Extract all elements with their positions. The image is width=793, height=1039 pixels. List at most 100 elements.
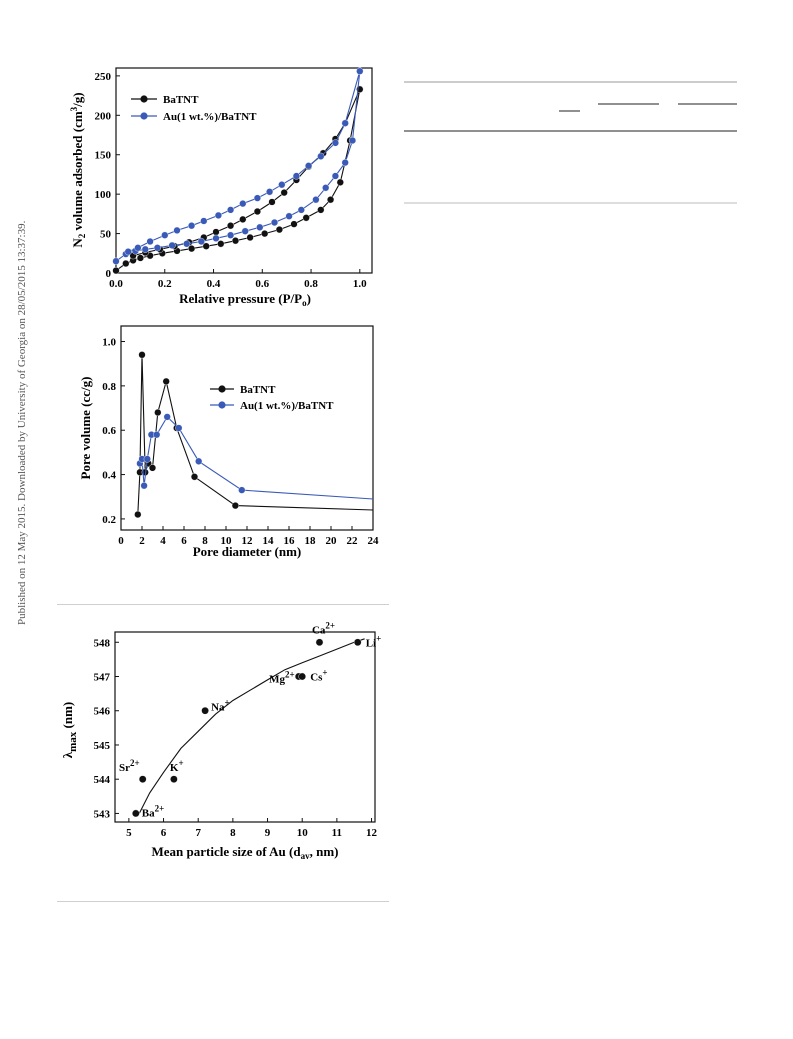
isotherm-series-2-adsorption-point <box>112 257 120 265</box>
isotherm-series-1-desorption-point <box>170 242 179 250</box>
isotherm-series-2-adsorption-point <box>212 234 220 242</box>
pore-series-1-point <box>144 459 152 468</box>
isotherm-series-1-adsorption-point <box>317 206 325 214</box>
isotherm-series-2-adsorption-point <box>241 227 249 235</box>
pore-series-1-point <box>173 424 181 432</box>
isotherm-x-tick-label: 0.6 <box>255 278 269 290</box>
isotherm-series-2-desorption-point <box>161 231 169 239</box>
isotherm-series-1-desorption-point <box>212 228 220 236</box>
lambda-x-axis-label: Mean particle size of Au (dav, nm) <box>151 844 338 861</box>
pore-series-2-point <box>143 455 151 463</box>
pore-series-2-point <box>175 424 183 432</box>
lambda-y-axis-label: λmax (nm) <box>60 702 79 759</box>
pore-x-tick-label: 6 <box>181 535 187 547</box>
isotherm-x-axis-label: Relative pressure (P/Po) <box>179 291 311 308</box>
isotherm-series-2-adsorption-point <box>285 212 293 220</box>
pore-x-tick-label: 4 <box>160 535 166 547</box>
isotherm-series-2-desorption-point <box>227 206 235 214</box>
download-notice: Published on 12 May 2015. Downloaded by … <box>0 0 30 1039</box>
isotherm-series-2-desorption-point <box>341 119 349 127</box>
isotherm-series-2-desorption-point <box>331 139 340 147</box>
isotherm-series-1-desorption-point <box>156 245 164 253</box>
isotherm-series-2-desorption-point <box>266 188 274 196</box>
isotherm-series-2-adsorption-point <box>168 241 176 250</box>
pore-x-tick-label: 16 <box>284 535 296 547</box>
isotherm-series-2-adsorption-point <box>312 196 320 204</box>
isotherm-series-2-desorption-point <box>305 162 313 170</box>
isotherm-series-1-adsorption-point <box>290 220 298 228</box>
isotherm-y-tick-label: 250 <box>95 71 112 83</box>
lambda-point-label: Na+ <box>211 698 230 714</box>
lambda-point-label: Sr2+ <box>119 758 140 774</box>
isotherm-series-2-desorption-point <box>253 194 262 202</box>
lambda-y-tick-label: 547 <box>94 672 111 684</box>
isotherm-series-2-desorption-point <box>278 181 286 189</box>
pore-series-2-point <box>138 455 146 463</box>
isotherm-y-tick-label: 0 <box>106 268 112 280</box>
pore-x-tick-label: 18 <box>305 535 317 547</box>
isotherm-series-1-desorption-point <box>356 85 364 93</box>
pore-x-tick-label: 8 <box>202 535 208 547</box>
isotherm-series-2-adsorption-point <box>341 159 349 167</box>
isotherm-series-2-desorption-point <box>188 222 196 230</box>
pore-x-tick-label: 22 <box>347 535 359 547</box>
pore-y-tick-label: 0.8 <box>102 381 116 393</box>
lambda-point <box>170 775 178 784</box>
pore-series-2-point <box>153 431 161 439</box>
isotherm-series-2-adsorption-point <box>297 206 305 214</box>
isotherm-series-2-adsorption-point <box>131 247 140 255</box>
isotherm-series-1-adsorption-point <box>136 254 145 262</box>
isotherm-series-1-adsorption-point <box>217 240 225 248</box>
pore-legend-series-1: BaTNT <box>240 384 276 396</box>
pore-series-2-point <box>238 486 246 494</box>
isotherm-series-1-adsorption-point <box>275 226 284 234</box>
lambda-point <box>138 775 147 784</box>
isotherm-series-1-desorption-point <box>239 215 247 224</box>
isotherm-series-1-desorption-point <box>280 189 288 197</box>
isotherm-series-1-adsorption-point <box>231 237 240 245</box>
lambda-y-tick-label: 544 <box>94 774 111 786</box>
isotherm-series-2-adsorption-point <box>256 223 264 231</box>
pore-x-tick-label: 12 <box>242 535 254 547</box>
isotherm-series-2-adsorption-point <box>183 240 191 248</box>
isotherm-series-2-desorption-point <box>173 226 181 235</box>
pore-series-2-line <box>139 416 374 500</box>
isotherm-series-1-adsorption-point <box>146 252 154 260</box>
lambda-point <box>315 638 324 647</box>
pore-y-tick-label: 0.6 <box>102 425 116 437</box>
pore-y-tick-label: 0.2 <box>102 514 116 526</box>
isotherm-series-1-desorption-point <box>200 233 208 242</box>
lambda-point <box>131 809 140 818</box>
isotherm-x-tick-label: 0.0 <box>109 278 123 290</box>
isotherm-plot-frame <box>115 67 373 274</box>
pore-series-2-point <box>140 482 148 490</box>
lambda-point <box>201 706 209 715</box>
isotherm-series-1-adsorption-point <box>246 233 254 242</box>
isotherm-series-2-desorption-point <box>239 200 247 208</box>
isotherm-series-2-adsorption-point <box>141 245 149 253</box>
isotherm-series-1-adsorption-point <box>346 136 354 145</box>
pore-series-1-point <box>162 377 170 386</box>
pore-series-2-point <box>195 457 203 465</box>
isotherm-y-tick-label: 100 <box>95 189 112 201</box>
isotherm-series-1-desorption-point <box>341 119 349 127</box>
isotherm-series-1-adsorption-point <box>356 85 364 93</box>
isotherm-series-1-desorption-point <box>253 207 262 216</box>
isotherm-legend: BaTNT Au(1 wt.%)/BaTNT <box>131 94 257 123</box>
lambda-point-label: Li+ <box>366 633 382 649</box>
lambda-x-tick-label: 5 <box>126 827 132 839</box>
isotherm-series-1-adsorption-point <box>129 256 137 265</box>
isotherm-series-1-adsorption-point <box>158 249 166 257</box>
lambda-x-tick-label: 12 <box>366 827 378 839</box>
isotherm-series-1-adsorption-point <box>336 178 344 186</box>
isotherm-series-2-adsorption-point <box>227 231 235 239</box>
pore-series-1-line <box>137 354 374 515</box>
isotherm-series-1-adsorption-point <box>122 259 130 268</box>
isotherm-y-tick-label: 200 <box>95 110 112 122</box>
pore-series-1-point <box>134 510 142 519</box>
isotherm-series-2-desorption-point <box>146 237 154 246</box>
lambda-point-label: Mg2+ <box>269 670 295 686</box>
